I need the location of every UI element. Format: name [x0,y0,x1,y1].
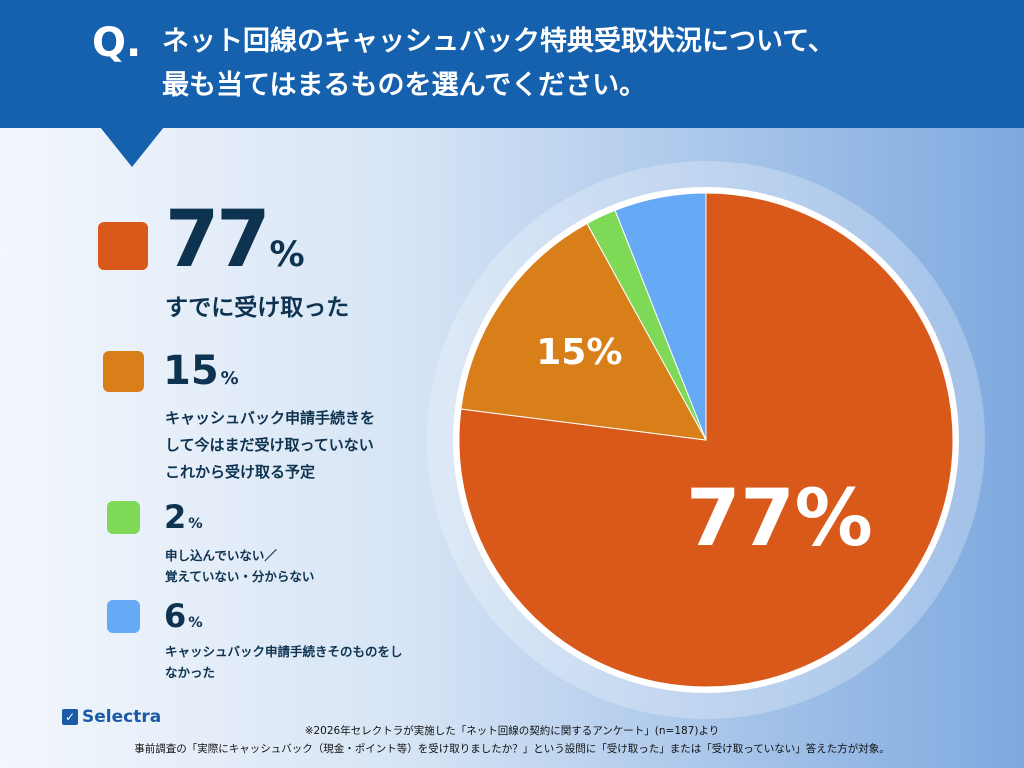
legend-label-6: キャッシュバック申請手続きそのものをし なかった [165,641,403,683]
label-line: キャッシュバック申請手続きそのものをし [165,644,403,659]
title-line-2: 最も当てはまるものを選んでください。 [162,70,647,101]
label-line: これから受け取る予定 [165,463,316,481]
legend-swatch-15 [103,351,144,392]
legend-swatch-2 [107,501,140,534]
title-line-1: ネット回線のキャッシュバック特典受取状況について、 [162,26,835,57]
legend-label-77: すでに受け取った [165,295,350,321]
data-label-77: 77% [686,474,873,564]
question-title: ネット回線のキャッシュバック特典受取状況について、 最も当てはまるものを選んでく… [162,20,835,108]
pie-slice-6 [614,192,707,441]
header-pointer [100,127,164,167]
data-label-15: 15% [536,332,622,373]
legend-pct-15: 15% [163,348,239,394]
label-line: して今はまだ受け取っていない [165,436,374,454]
legend-swatch-77 [98,222,148,270]
pie-slice-15 [460,222,707,441]
legend-pct-6: 6% [164,597,203,635]
legend-label-2: 申し込んでいない／ 覚えていない・分からない [165,545,314,587]
label-line: 覚えていない・分からない [165,569,315,584]
check-icon: ✓ [62,709,78,725]
legend-swatch-6 [107,600,140,633]
selectra-logo: ✓ Selectra [62,707,161,727]
footer-note-1: ※2026年セレクトラが実施した「ネット回線の契約に関するアンケート」(n=18… [304,725,720,737]
question-header [0,0,1024,128]
legend-pct-77: 77% [165,195,305,285]
label-line: なかった [165,665,216,680]
legend-label-15: キャッシュバック申請手続きを して今はまだ受け取っていない これから受け取る予定 [165,405,375,486]
label-line: 申し込んでいない／ [165,548,277,563]
legend-pct-2: 2% [164,498,203,536]
footer-note-2: 事前調査の「実際にキャッシュバック（現金・ポイント等）を受け取りましたか？」とい… [134,743,890,755]
q-mark: Q. [92,20,142,66]
logo-text: Selectra [82,707,162,727]
label-line: キャッシュバック申請手続きを [165,409,376,427]
